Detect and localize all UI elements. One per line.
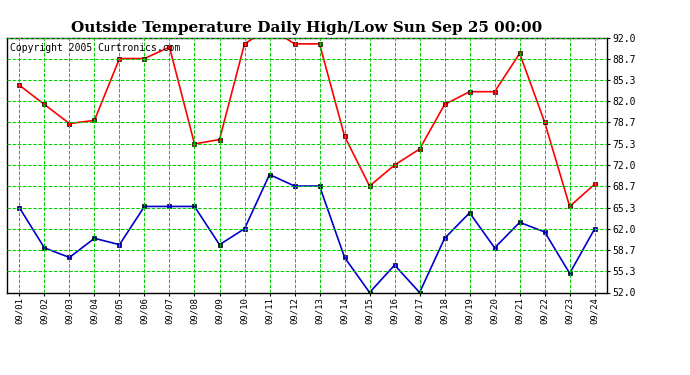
- Title: Outside Temperature Daily High/Low Sun Sep 25 00:00: Outside Temperature Daily High/Low Sun S…: [72, 21, 542, 35]
- Text: Copyright 2005 Curtronics.com: Copyright 2005 Curtronics.com: [10, 43, 180, 52]
